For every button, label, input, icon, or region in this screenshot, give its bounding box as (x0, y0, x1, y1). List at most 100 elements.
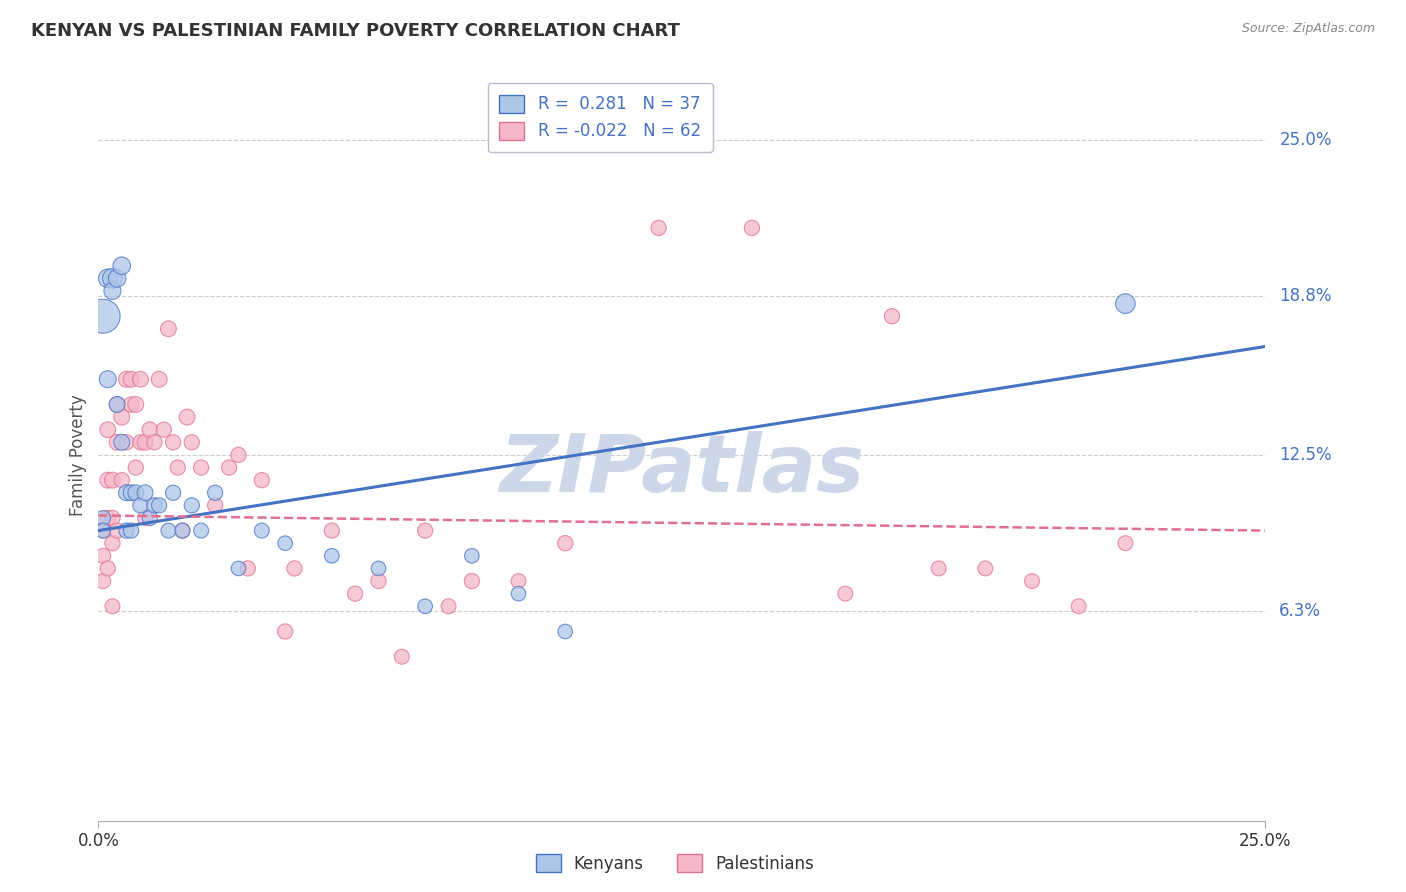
Point (125, 460, 148, 475)
Point (148, 372, 170, 386)
Point (928, 561, 950, 575)
Text: Source: ZipAtlas.com: Source: ZipAtlas.com (1241, 22, 1375, 36)
Point (344, 587, 367, 601)
Point (190, 460, 212, 475)
Point (367, 574, 389, 588)
Point (228, 561, 250, 575)
Point (508, 587, 530, 601)
Point (554, 624, 576, 639)
Point (321, 549, 343, 563)
Point (162, 435, 184, 450)
Point (236, 561, 259, 575)
Point (413, 524, 436, 538)
Point (120, 372, 142, 386)
Point (554, 536, 576, 550)
Text: 12.5%: 12.5% (1279, 446, 1331, 464)
Point (461, 574, 484, 588)
Text: KENYAN VS PALESTINIAN FAMILY POVERTY CORRELATION CHART: KENYAN VS PALESTINIAN FAMILY POVERTY COR… (31, 22, 681, 40)
Point (111, 435, 134, 450)
Point (105, 524, 128, 538)
Point (143, 499, 166, 513)
Point (647, 221, 669, 235)
Text: 18.8%: 18.8% (1279, 287, 1331, 305)
Point (974, 561, 997, 575)
Point (250, 473, 273, 487)
Point (228, 448, 250, 462)
Y-axis label: Family Poverty: Family Poverty (69, 394, 87, 516)
Point (97, 372, 120, 386)
Point (105, 397, 128, 411)
Point (1114, 536, 1136, 550)
Point (129, 372, 152, 386)
Point (105, 435, 128, 450)
Point (91, 511, 114, 525)
Point (120, 485, 142, 500)
Point (97, 561, 120, 575)
Point (91, 549, 114, 563)
Point (508, 574, 530, 588)
Point (101, 536, 124, 550)
Point (120, 397, 142, 411)
Point (367, 561, 389, 575)
Point (91, 524, 114, 538)
Point (880, 309, 903, 323)
Legend: R =  0.281   N = 37, R = -0.022   N = 62: R = 0.281 N = 37, R = -0.022 N = 62 (488, 83, 713, 152)
Point (218, 460, 240, 475)
Point (97, 511, 120, 525)
Point (111, 473, 134, 487)
Point (97, 473, 120, 487)
Point (129, 499, 152, 513)
Point (115, 485, 138, 500)
Text: 25.0%: 25.0% (1279, 130, 1331, 149)
Point (461, 549, 484, 563)
Point (172, 524, 194, 538)
Point (91, 574, 114, 588)
Point (283, 561, 305, 575)
Text: 6.3%: 6.3% (1279, 602, 1322, 620)
Point (172, 524, 194, 538)
Point (1021, 574, 1043, 588)
Point (157, 524, 180, 538)
Point (120, 524, 142, 538)
Point (437, 599, 460, 614)
Point (101, 511, 124, 525)
Point (1067, 599, 1090, 614)
Point (125, 397, 148, 411)
Point (391, 649, 413, 664)
Point (91, 309, 114, 323)
Point (180, 435, 202, 450)
Point (115, 435, 138, 450)
Point (176, 410, 198, 425)
Point (190, 524, 212, 538)
Point (101, 599, 124, 614)
Point (134, 485, 156, 500)
Point (125, 485, 148, 500)
Point (152, 423, 174, 437)
Point (274, 624, 297, 639)
Point (97, 423, 120, 437)
Point (321, 524, 343, 538)
Point (250, 524, 273, 538)
Legend: Kenyans, Palestinians: Kenyans, Palestinians (529, 847, 821, 880)
Point (111, 259, 134, 273)
Point (741, 221, 763, 235)
Point (101, 271, 124, 285)
Point (204, 485, 226, 500)
Point (134, 511, 156, 525)
Point (105, 397, 128, 411)
Point (97, 271, 120, 285)
Point (111, 410, 134, 425)
Point (204, 499, 226, 513)
Point (413, 599, 436, 614)
Point (139, 511, 162, 525)
Point (105, 271, 128, 285)
Point (101, 473, 124, 487)
Point (148, 499, 170, 513)
Point (274, 536, 297, 550)
Point (834, 587, 856, 601)
Point (143, 435, 166, 450)
Point (91, 524, 114, 538)
Text: ZIPatlas: ZIPatlas (499, 431, 865, 508)
Point (101, 284, 124, 298)
Point (166, 460, 188, 475)
